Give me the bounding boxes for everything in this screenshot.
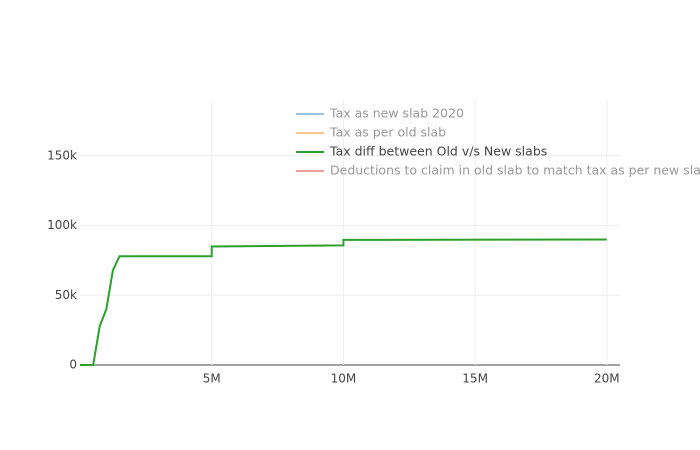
y-tick-label: 150k — [47, 148, 77, 162]
y-tick-label: 50k — [55, 288, 77, 302]
legend-label[interactable]: Tax as per old slab — [329, 125, 446, 140]
legend-label[interactable]: Deductions to claim in old slab to match… — [330, 163, 700, 178]
x-tick-label: 10M — [331, 372, 357, 386]
y-tick-label: 100k — [47, 218, 77, 232]
line-series — [80, 238, 607, 366]
legend-label[interactable]: Tax diff between Old v/s New slabs — [329, 144, 547, 159]
x-tick-label: 15M — [462, 372, 488, 386]
y-tick-label: 0 — [69, 358, 77, 372]
x-tick-label: 5M — [203, 372, 221, 386]
legend-label[interactable]: Tax as new slab 2020 — [329, 106, 464, 121]
x-tick-label: 20M — [594, 372, 620, 386]
